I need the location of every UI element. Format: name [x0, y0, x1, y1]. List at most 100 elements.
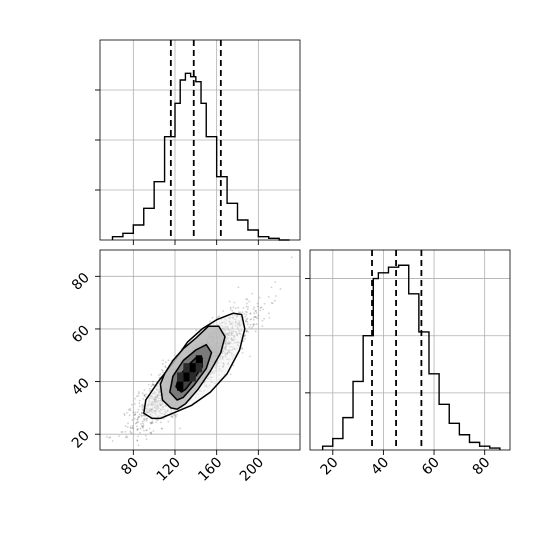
scatter-point [255, 323, 258, 326]
scatter-point [238, 311, 240, 314]
scatter-point [153, 384, 155, 386]
scatter-point [123, 414, 126, 416]
scatter-point [234, 307, 237, 310]
scatter-point [244, 310, 247, 313]
scatter-point [195, 329, 198, 332]
scatter-point [133, 417, 136, 420]
scatter-point [138, 413, 141, 416]
top-histogram [111, 72, 290, 241]
x-tick-label: 80 [470, 455, 494, 479]
scatter-point [157, 419, 159, 421]
scatter-point [137, 394, 140, 397]
scatter-point [131, 432, 133, 435]
scatter-point [126, 412, 128, 414]
scatter-point [261, 319, 264, 322]
scatter-point [126, 426, 129, 428]
scatter-point [171, 416, 174, 419]
scatter-point [145, 396, 147, 398]
scatter-point [142, 422, 144, 425]
scatter-point [131, 419, 134, 421]
scatter-point [252, 308, 255, 311]
scatter-point [143, 414, 146, 417]
y-tick-label: 40 [69, 375, 93, 399]
scatter-point [137, 435, 140, 438]
scatter-point [231, 309, 234, 312]
scatter-point [137, 408, 140, 411]
x-tick-label: 20 [318, 455, 342, 479]
scatter-point [146, 417, 148, 420]
scatter-point [232, 306, 235, 309]
scatter-point [148, 383, 150, 386]
scatter-point [252, 324, 255, 326]
scatter-point [246, 323, 249, 326]
scatter-point [141, 404, 143, 407]
scatter-point [253, 312, 256, 315]
scatter-point [152, 430, 155, 432]
scatter-point [262, 308, 264, 311]
scatter-point [145, 418, 148, 420]
scatter-point [243, 312, 246, 315]
scatter-point [260, 306, 263, 309]
scatter-point [211, 316, 214, 319]
scatter-point [253, 323, 256, 326]
scatter-point [133, 403, 136, 405]
scatter-point [150, 421, 153, 424]
scatter-point [138, 402, 141, 405]
scatter-point [131, 424, 134, 427]
scatter-point [241, 347, 244, 350]
scatter-point [137, 421, 140, 423]
y-tick-label: 20 [69, 428, 93, 452]
scatter-point [246, 311, 248, 314]
scatter-point [140, 412, 143, 414]
scatter-point [245, 298, 248, 301]
scatter-point [150, 373, 153, 376]
scatter-point [229, 308, 232, 311]
scatter-point [252, 323, 255, 325]
density-cell [183, 372, 190, 382]
scatter-point [141, 412, 143, 414]
scatter-point [172, 413, 175, 416]
scatter-point [146, 429, 148, 431]
top-hist-grid-y [100, 89, 300, 191]
scatter-point [274, 299, 276, 302]
scatter-point [133, 414, 136, 416]
scatter-point [142, 398, 145, 400]
scatter-point [271, 302, 274, 305]
scatter-point [237, 286, 240, 289]
scatter-point [138, 416, 140, 418]
scatter-point [136, 421, 139, 423]
scatter-point [143, 429, 145, 432]
scatter-point [120, 431, 123, 433]
scatter-point [256, 305, 259, 308]
scatter-point [144, 418, 146, 421]
scatter-point [141, 409, 144, 411]
scatter-point [167, 359, 170, 362]
scatter-point [149, 421, 152, 424]
scatter-point [136, 428, 139, 430]
scatter-point [140, 414, 143, 417]
scatter-point [237, 306, 240, 309]
scatter-point [142, 426, 144, 429]
scatter-point [124, 425, 127, 428]
scatter-point [249, 323, 252, 326]
scatter-point [241, 352, 244, 354]
y-tick-label: 60 [69, 322, 93, 346]
scatter-point [108, 436, 110, 439]
scatter-point [132, 427, 135, 430]
scatter-point [109, 436, 112, 439]
scatter-point [270, 286, 273, 289]
y-tick-label: 80 [69, 270, 93, 294]
scatter-point [136, 418, 139, 420]
scatter-point [135, 425, 138, 428]
scatter-point [151, 383, 154, 385]
scatter-point [249, 312, 252, 315]
scatter-point [155, 421, 158, 424]
scatter-point [136, 428, 139, 430]
scatter-point [118, 435, 120, 437]
scatter-point [244, 315, 247, 318]
scatter-point [174, 414, 177, 417]
scatter-point [228, 300, 231, 303]
scatter-point [159, 373, 162, 376]
scatter-point [129, 430, 132, 433]
scatter-point [257, 314, 260, 317]
